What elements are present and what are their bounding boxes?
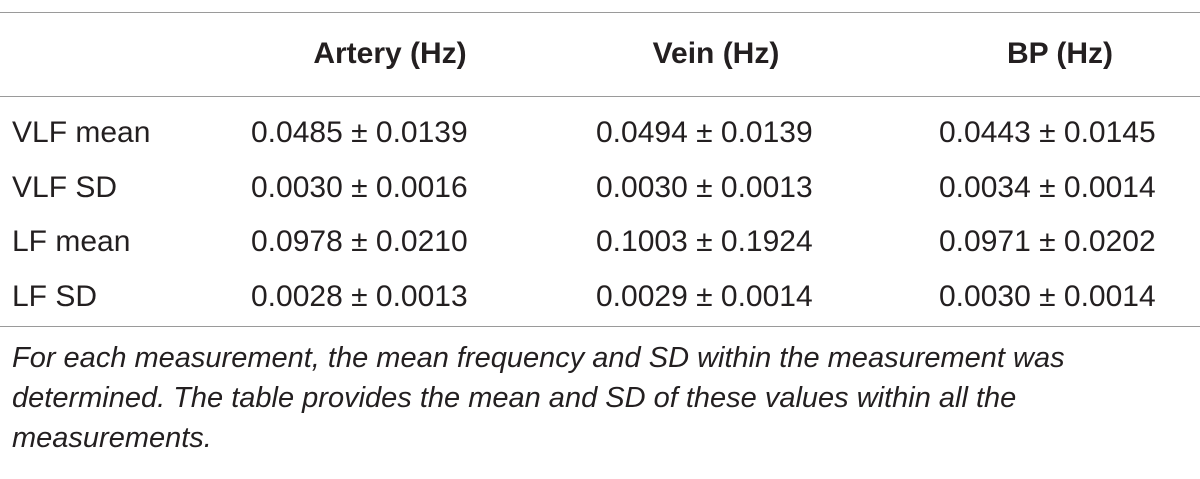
- cell-vein: 0.0494 ± 0.0139: [596, 116, 813, 149]
- table-header-row: Artery (Hz) Vein (Hz) BP (Hz): [0, 12, 1200, 96]
- cell-bp: 0.0034 ± 0.0014: [939, 170, 1156, 204]
- cell-artery: 0.0485 ± 0.0139: [251, 116, 468, 149]
- header-artery: Artery (Hz): [313, 37, 467, 70]
- table-body: VLF mean 0.0485 ± 0.0139 0.0494 ± 0.0139…: [0, 106, 1200, 324]
- table-row: LF mean 0.0978 ± 0.0210 0.1003 ± 0.1924 …: [0, 215, 1200, 270]
- table-top-rule: [0, 12, 1200, 13]
- cell-artery: 0.0030 ± 0.0016: [251, 170, 468, 204]
- cell-vein: 0.0030 ± 0.0013: [596, 170, 813, 204]
- cell-bp: 0.0443 ± 0.0145: [939, 116, 1156, 149]
- cell-artery: 0.0028 ± 0.0013: [251, 279, 468, 313]
- row-label: LF mean: [12, 225, 131, 258]
- cell-vein: 0.1003 ± 0.1924: [596, 225, 813, 258]
- row-label: VLF mean: [12, 116, 151, 149]
- row-label: LF SD: [12, 279, 98, 313]
- header-vein: Vein (Hz): [652, 37, 780, 70]
- table-footnote: For each measurement, the mean frequency…: [12, 342, 1065, 454]
- cell-bp: 0.0971 ± 0.0202: [939, 225, 1156, 258]
- cell-artery: 0.0978 ± 0.0210: [251, 225, 468, 258]
- table-header-rule: [0, 96, 1200, 97]
- header-bp: BP (Hz): [1006, 37, 1114, 70]
- table-row: VLF mean 0.0485 ± 0.0139 0.0494 ± 0.0139…: [0, 106, 1200, 161]
- row-label: VLF SD: [12, 170, 118, 204]
- table-row: LF SD 0.0028 ± 0.0013 0.0029 ± 0.0014 0.…: [0, 270, 1200, 325]
- cell-bp: 0.0030 ± 0.0014: [939, 279, 1156, 313]
- table-bottom-rule: [0, 326, 1200, 327]
- table-row: VLF SD 0.0030 ± 0.0016 0.0030 ± 0.0013 0…: [0, 161, 1200, 216]
- cell-vein: 0.0029 ± 0.0014: [596, 279, 813, 313]
